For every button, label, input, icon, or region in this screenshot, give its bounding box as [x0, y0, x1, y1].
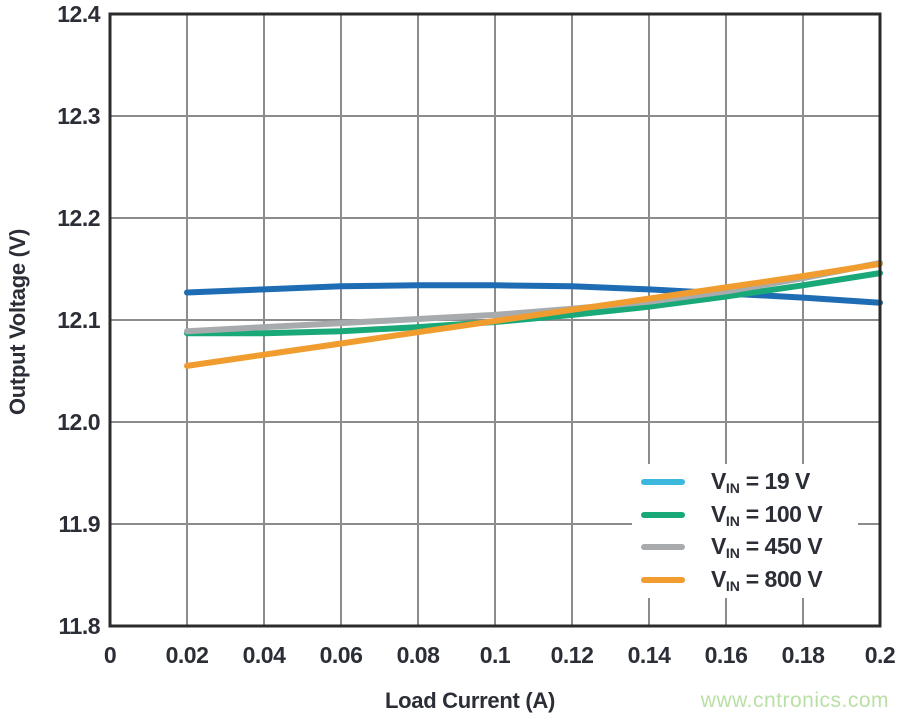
legend-label: VIN = 800 V: [711, 565, 823, 594]
legend-label: VIN = 100 V: [711, 500, 823, 529]
y-tick-label: 12.1: [57, 307, 100, 333]
x-tick-label: 0.06: [320, 642, 363, 668]
x-tick-label: 0.04: [243, 642, 286, 668]
legend-swatch: [641, 576, 685, 583]
y-axis-title: Output Voltage (V): [5, 228, 30, 416]
series-line-450v: [184, 259, 883, 335]
legend-label: VIN = 450 V: [711, 533, 823, 562]
plot-border: [108, 12, 882, 628]
y-tick-label: 12.2: [57, 205, 100, 231]
y-tick-label: 12.0: [57, 409, 100, 435]
x-tick-label: 0.16: [705, 642, 748, 668]
legend-label: VIN = 19 V: [711, 468, 810, 497]
watermark: www.cntronics.com: [700, 689, 889, 712]
series-line-19v: [184, 282, 883, 306]
x-tick-label: 0.2: [865, 642, 895, 668]
y-tick-label: 11.8: [59, 613, 101, 639]
legend-swatch: [641, 479, 685, 486]
legend-item: VIN = 19 V: [632, 467, 858, 497]
legend-swatch: [641, 544, 685, 551]
y-tick-label: 12.4: [57, 1, 100, 27]
legend-item: VIN = 450 V: [632, 532, 858, 562]
x-tick-label: 0.18: [782, 642, 825, 668]
x-tick-label: 0.14: [628, 642, 671, 668]
legend-swatch: [641, 511, 685, 518]
x-tick-label: 0.08: [397, 642, 440, 668]
x-tick-label: 0: [104, 642, 116, 668]
x-axis-title: Load Current (A): [385, 688, 555, 713]
series-line-100v: [184, 270, 883, 337]
legend-item: VIN = 100 V: [632, 500, 858, 530]
x-tick-label: 0.02: [166, 642, 209, 668]
legend: VIN = 19 V VIN = 100 V VIN = 450 V VIN = 80…: [632, 464, 858, 598]
x-tick-label: 0.1: [480, 642, 511, 668]
y-tick-label: 12.3: [57, 103, 100, 129]
x-tick-label: 0.12: [551, 642, 594, 668]
legend-item: VIN = 800 V: [632, 565, 858, 595]
y-tick-label: 11.9: [59, 511, 101, 537]
series-line-800v: [184, 260, 883, 369]
